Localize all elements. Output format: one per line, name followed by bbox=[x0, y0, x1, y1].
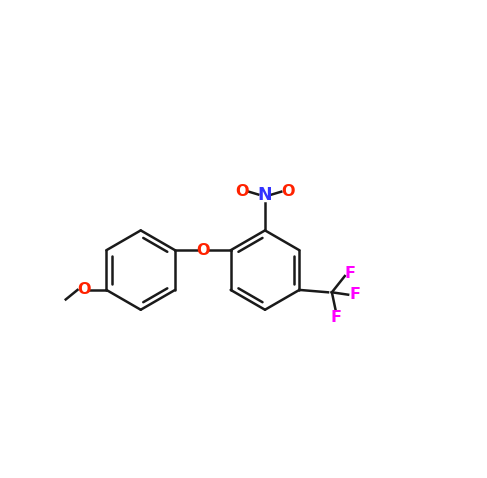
Text: O: O bbox=[77, 282, 91, 297]
Text: F: F bbox=[344, 266, 356, 281]
Text: F: F bbox=[349, 287, 360, 302]
Text: N: N bbox=[258, 185, 272, 204]
Text: O: O bbox=[235, 184, 249, 199]
Text: O: O bbox=[196, 243, 209, 258]
Text: O: O bbox=[281, 184, 295, 199]
Text: F: F bbox=[330, 310, 341, 325]
